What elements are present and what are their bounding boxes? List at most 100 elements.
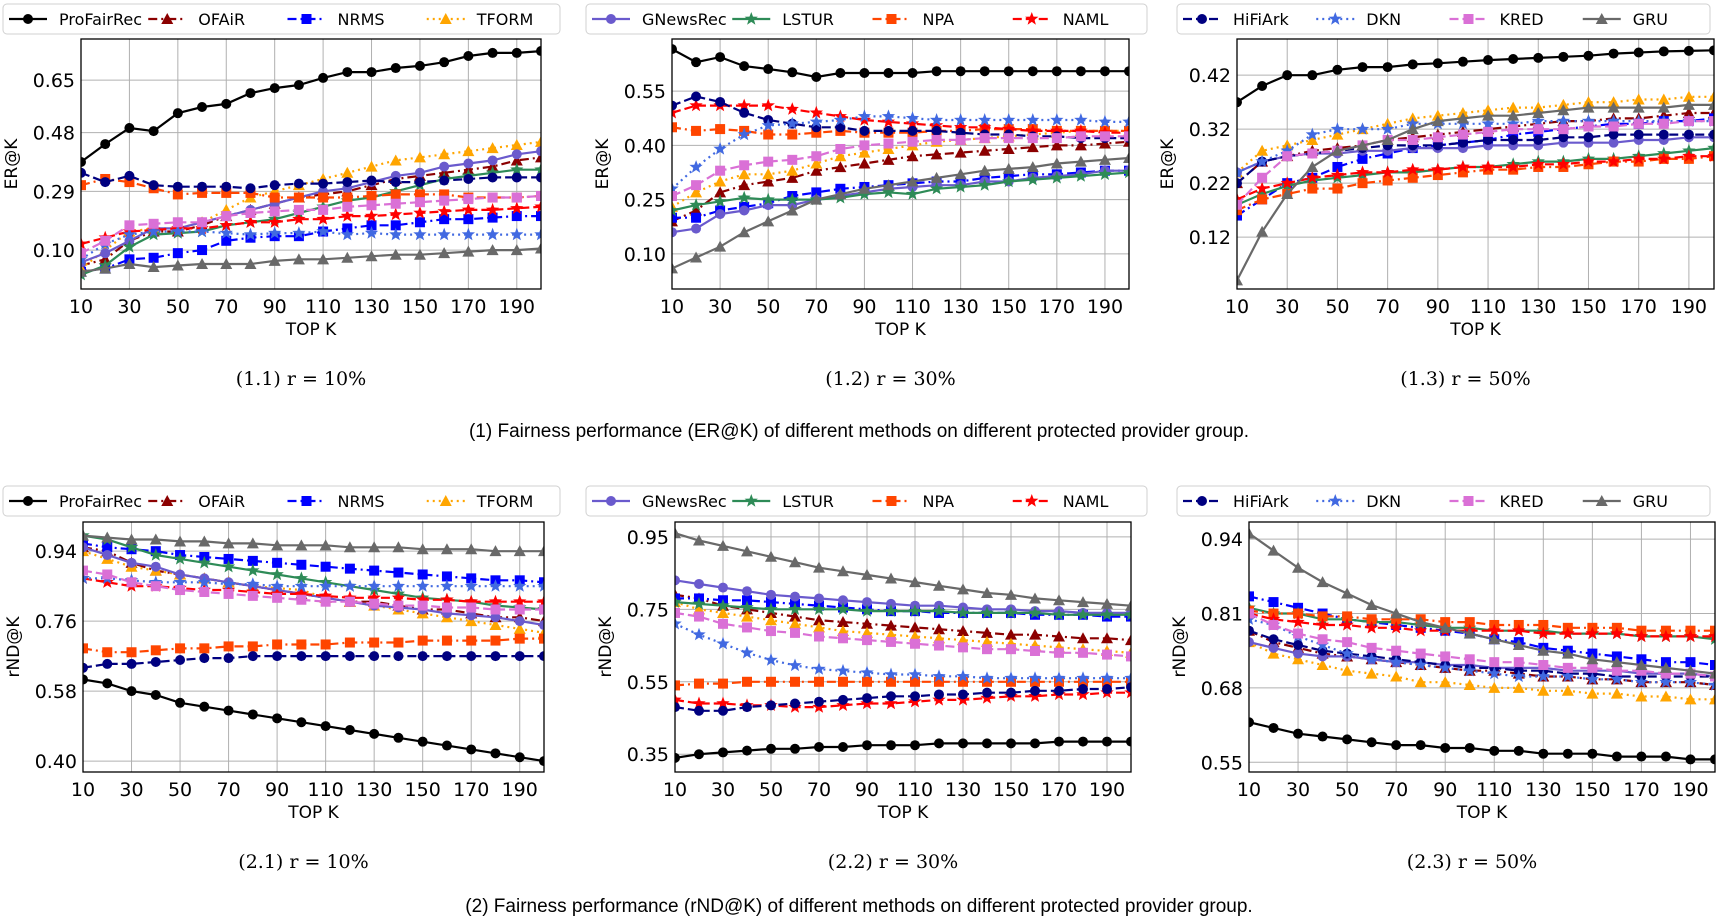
data-point-npa [296,639,307,650]
data-point-naml [1585,626,1599,640]
data-point-profairrec [814,742,824,752]
x-tick-label: 10 [69,296,93,318]
data-point-hifiark [441,651,452,662]
data-point-dkn [978,113,992,126]
x-tick-label: 50 [168,779,192,801]
data-point-nrms [675,593,680,604]
data-point-gru [1488,633,1501,645]
data-point-dkn [1255,154,1269,168]
data-point-dkn [1389,655,1403,668]
legend-marker-hifiark [1197,14,1207,24]
data-point-gru [1632,101,1645,113]
data-point-hifiark [344,651,355,662]
data-point-ofair [813,614,825,626]
data-point-profairrec [1382,62,1393,73]
series-line-gnewsrec [81,150,541,264]
data-point-gnewsrec [490,612,501,623]
data-point-tform [834,150,847,162]
data-point-profairrec [1078,736,1088,747]
series-line-naml [675,691,1131,709]
subcaption: (2.3) r = 50% [1407,851,1537,873]
data-point-gnewsrec [886,598,896,609]
data-point-npa [150,645,161,656]
data-point-dkn [713,142,727,155]
data-point-dkn [1098,114,1112,128]
plot-frame [82,521,545,773]
series-group [83,528,544,767]
data-point-profairrec [296,717,307,728]
data-point-profairrec [907,68,918,79]
data-point-gru [220,257,233,269]
data-point-nrms [1710,660,1715,671]
data-point-kred [910,638,920,649]
data-point-gru [786,204,799,216]
data-point-profairrec [81,156,86,167]
data-point-npa [1407,172,1418,183]
x-tick-label: 50 [756,296,780,318]
data-point-naml [1657,151,1671,165]
data-point-lstur [1052,607,1066,621]
data-point-dkn [171,224,185,238]
data-point-profairrec [1332,64,1343,75]
data-point-ofair [882,153,895,165]
data-point-dkn [929,113,944,126]
data-point-kred [1636,665,1647,676]
data-point-profairrec [366,67,377,78]
data-point-dkn [219,226,233,239]
data-point-gru [1306,160,1319,172]
data-point-nrms [672,212,677,223]
x-tick-label: 30 [708,296,732,318]
data-point-lstur [672,203,679,217]
data-point-naml [1683,629,1698,643]
x-tick-label: 170 [450,296,486,318]
legend-label: KRED [1500,492,1544,511]
x-axis-label: TOP K [1456,803,1508,823]
series-line-gnewsrec [672,169,1129,234]
data-point-gru [413,248,426,260]
data-point-naml [1531,157,1545,170]
y-tick-label: 0.55 [1201,752,1243,774]
data-point-ofair [1029,628,1041,640]
x-tick-label: 190 [499,296,535,318]
data-point-profairrec [463,50,474,61]
series-line-naml [1249,612,1715,638]
data-point-naml [1581,154,1596,168]
data-point-lstur [367,583,381,596]
data-point-gru [1005,588,1017,600]
data-point-profairrec [197,101,208,112]
data-point-npa [366,190,377,201]
data-point-profairrec [931,66,942,77]
data-point-hifiark [883,125,894,136]
data-point-nrms [366,220,377,231]
data-point-tform [1341,664,1354,676]
data-point-hifiark [1608,129,1619,140]
data-point-gru [957,583,969,595]
data-point-gnewsrec [102,550,113,561]
x-tick-label: 150 [402,296,438,318]
data-point-gru [858,182,871,194]
data-point-gru [765,550,777,562]
data-point-profairrec [1513,745,1524,756]
data-point-gnewsrec [694,578,704,589]
data-point-tform [1316,659,1329,671]
data-point-kred [1464,654,1475,665]
data-point-kred [1102,649,1112,660]
data-point-nrms [369,565,380,576]
data-point-tform [486,142,499,154]
data-point-profairrec [1342,734,1353,745]
data-point-tform [1365,667,1378,679]
data-point-kred [490,604,501,615]
data-point-gru [1557,104,1570,116]
data-point-npa [172,189,183,200]
data-point-profairrec [441,740,452,751]
data-point-kred [886,636,896,647]
data-point-naml [340,209,354,222]
data-point-hifiark [1054,685,1064,696]
data-point-kred [715,165,726,176]
data-point-gru [933,579,945,591]
data-point-hifiark [814,696,824,707]
data-point-dkn [980,671,994,684]
data-point-dkn [956,669,970,682]
data-point-naml [737,98,751,112]
x-tick-label: 150 [993,779,1029,801]
